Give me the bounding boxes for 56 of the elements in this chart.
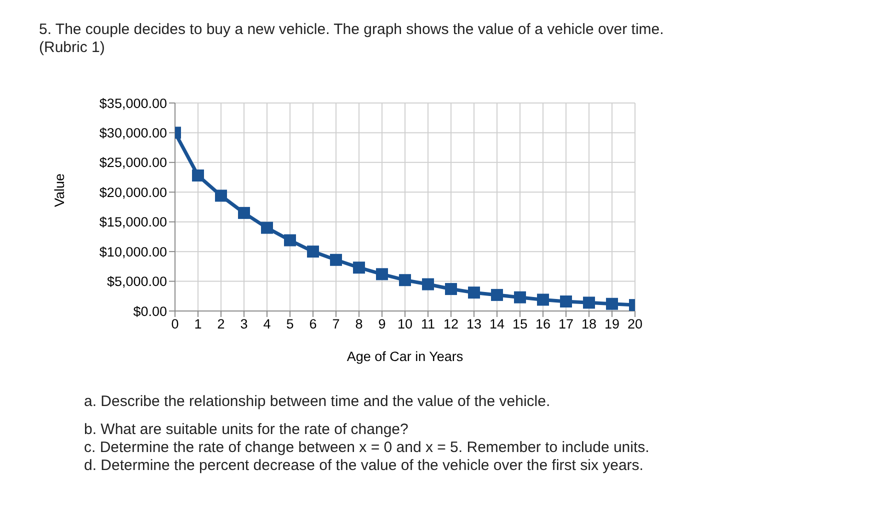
chart-title: 5. The couple decides to buy a new vehicle. The graph shows the value of a vehicle over time. xyxy=(39,21,664,38)
y-axis-title: Value xyxy=(52,173,67,207)
x-tick-label: 0 xyxy=(171,316,179,332)
x-tick-label: 20 xyxy=(627,316,643,332)
text: b. What are suitable units for the rate of change? xyxy=(84,421,410,439)
x-tick-label: 16 xyxy=(535,316,551,332)
x-tick-label: 19 xyxy=(604,316,620,332)
point xyxy=(261,222,273,234)
text: (Rubric 1) xyxy=(39,39,105,56)
point xyxy=(491,288,503,301)
point xyxy=(192,170,204,182)
y-tick-label: $20,000.00 xyxy=(99,184,167,200)
text: c. Determine the rate of change between x = 0 and x = 5. Remember to include units. xyxy=(84,439,650,457)
x-tick-label: 14 xyxy=(489,316,505,332)
point xyxy=(445,283,457,296)
point xyxy=(583,296,595,309)
x-tick-label: 3 xyxy=(240,316,248,332)
point xyxy=(238,206,250,219)
point xyxy=(307,246,319,258)
point xyxy=(606,298,618,310)
x-tick-label: 13 xyxy=(466,316,482,332)
x-tick-label: 6 xyxy=(309,316,317,332)
x-axis-title: Age of Car in Years xyxy=(346,349,464,364)
x-tick-label: 7 xyxy=(332,316,340,332)
text: a. Describe the relationship between time and the value of the vehicle. xyxy=(84,393,552,411)
x-tick-label: 9 xyxy=(378,316,386,332)
y-tick-label: $10,000.00 xyxy=(99,244,167,260)
x-tick-label: 10 xyxy=(397,316,413,332)
x-tick-label: 12 xyxy=(443,316,459,332)
point xyxy=(468,286,480,299)
x-tick-label: 5 xyxy=(286,316,294,332)
point xyxy=(284,234,296,246)
point xyxy=(537,294,549,306)
point xyxy=(514,291,526,304)
point xyxy=(215,190,227,202)
point xyxy=(376,268,388,280)
y-tick-label: $25,000.00 xyxy=(99,155,167,170)
y-tick-label: $0.00 xyxy=(133,304,167,319)
x-tick-label: 11 xyxy=(420,316,436,332)
x-tick-label: 2 xyxy=(217,316,225,332)
x-tick-label: 17 xyxy=(558,316,574,332)
x-tick-label: 1 xyxy=(194,316,202,332)
x-tick-label: 4 xyxy=(263,316,272,332)
text: d. Determine the percent decrease of the value of the vehicle over the first six years. xyxy=(84,457,644,475)
point xyxy=(399,274,411,286)
point xyxy=(353,262,365,274)
y-tick-label: $15,000.00 xyxy=(99,214,167,230)
y-tick-label: $35,000.00 xyxy=(99,96,167,111)
x-tick-label: 18 xyxy=(581,316,597,332)
point xyxy=(330,254,342,266)
point xyxy=(422,278,434,290)
x-tick-label: 8 xyxy=(355,316,363,332)
point xyxy=(560,295,572,308)
y-tick-label: $5,000.00 xyxy=(106,274,167,290)
x-tick-label: 15 xyxy=(512,316,528,332)
y-tick-label: $30,000.00 xyxy=(99,126,167,141)
